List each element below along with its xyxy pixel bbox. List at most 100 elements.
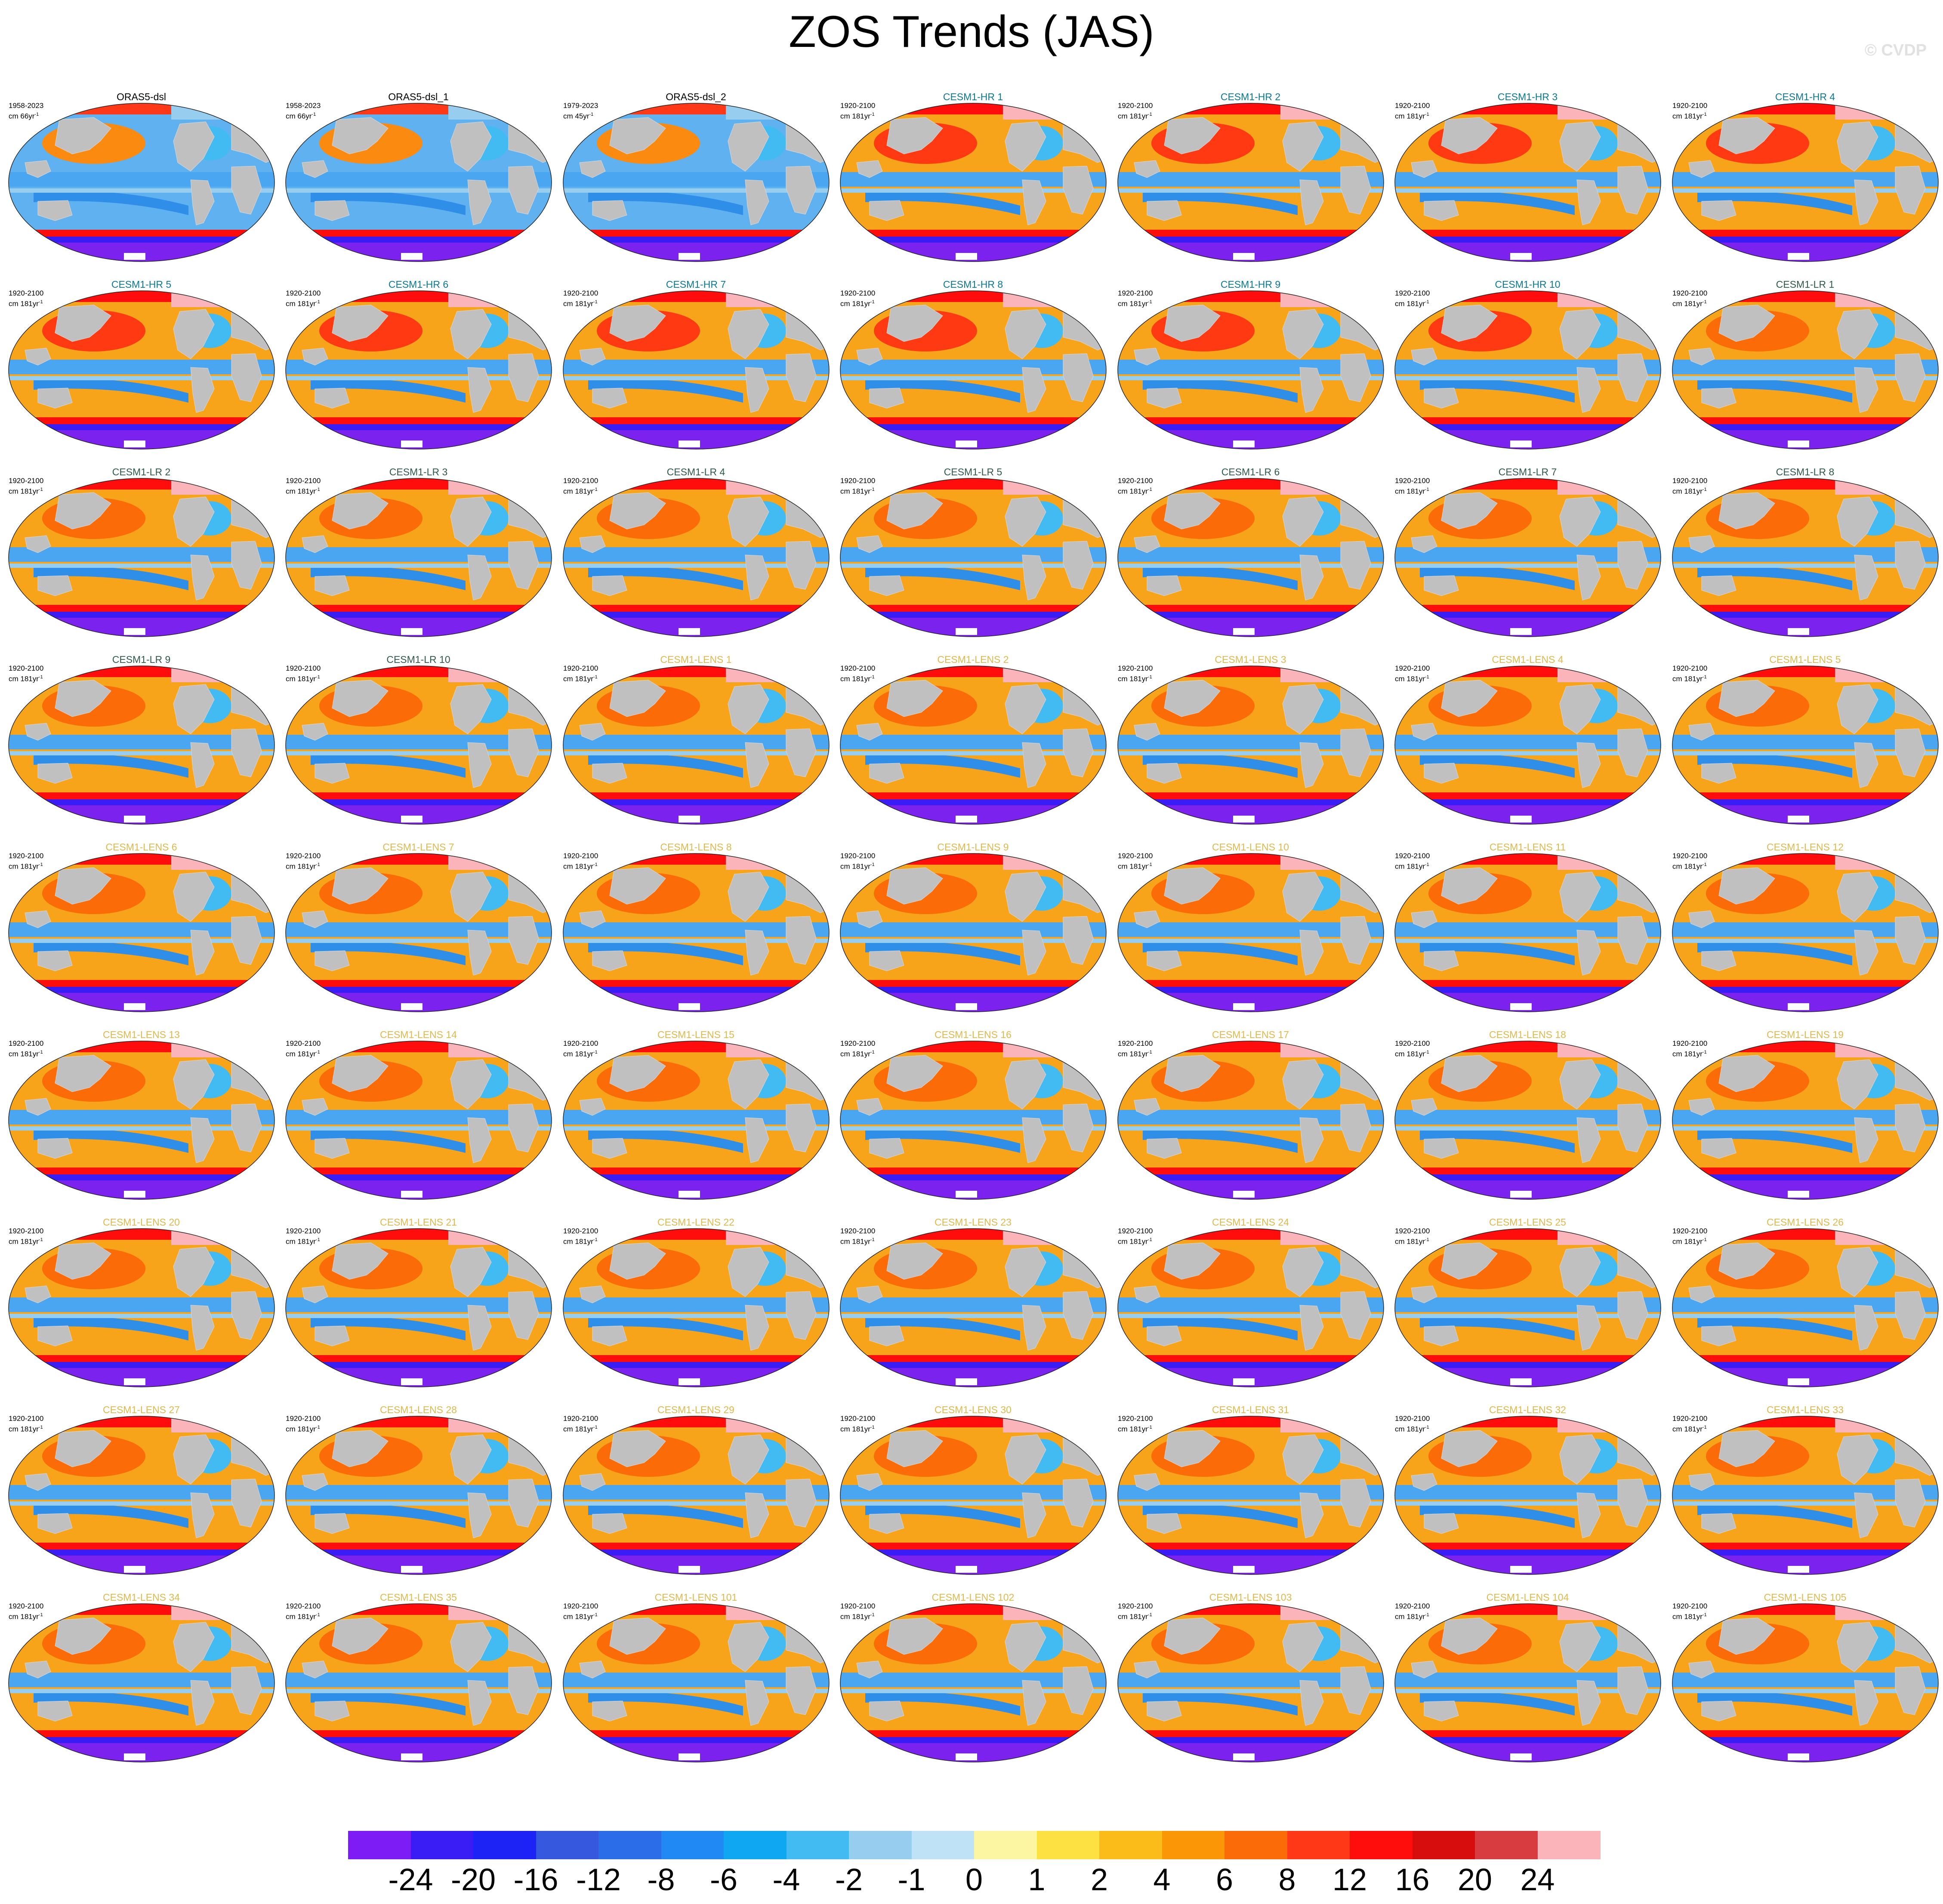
panel-units-base: cm 181yr (9, 1237, 39, 1246)
panel-units-base: cm 181yr (563, 1612, 593, 1621)
colorbar (348, 1831, 1601, 1859)
map-panel: CESM1-LR 2 1920-2100 cm 181yr-1 (3, 466, 280, 652)
colorbar-swatch (348, 1831, 411, 1859)
panel-title: CESM1-LENS 25 (1489, 1217, 1566, 1228)
colorbar-tick-label: 6 (1215, 1863, 1234, 1897)
panel-title: CESM1-LENS 1 (660, 654, 732, 665)
panel-units-base: cm 181yr (1672, 299, 1702, 308)
panel-units-exponent: -1 (870, 675, 875, 680)
trend-map (1672, 1603, 1939, 1762)
panel-period: 1920-2100 (1395, 1039, 1430, 1048)
panel-period: 1920-2100 (286, 477, 321, 485)
watermark: © CVDP (1864, 41, 1927, 59)
trend-map (840, 1416, 1107, 1575)
map-panel: CESM1-LENS 2 1920-2100 cm 181yr-1 (834, 654, 1112, 840)
panel-units-exponent: -1 (593, 1050, 598, 1055)
trend-map (563, 478, 830, 637)
panel-title: CESM1-LENS 11 (1489, 841, 1566, 853)
panel-title: CESM1-LENS 30 (934, 1404, 1012, 1415)
trend-map (1117, 103, 1384, 262)
trend-map (1117, 1416, 1384, 1575)
panel-units: cm 181yr-1 (1395, 1048, 1429, 1059)
colorbar-swatch (661, 1831, 724, 1859)
trend-map (1672, 1041, 1939, 1200)
trend-map (1394, 478, 1661, 637)
panel-units-base: cm 181yr (840, 1425, 870, 1433)
panel-title: CESM1-HR 3 (1497, 91, 1558, 102)
panel-units-exponent: -1 (1702, 112, 1707, 117)
panel-title: CESM1-LENS 32 (1489, 1404, 1566, 1415)
panel-period: 1920-2100 (1672, 1414, 1708, 1423)
panel-units-base: cm 181yr (1672, 1237, 1702, 1246)
panel-units-base: cm 181yr (286, 1425, 316, 1433)
map-panel: CESM1-LENS 11 1920-2100 cm 181yr-1 (1389, 841, 1666, 1027)
panel-period: 1920-2100 (1118, 1414, 1153, 1423)
map-panel: ORAS5-dsl 1958-2023 cm 66yr-1 (3, 91, 280, 277)
panel-period: 1920-2100 (9, 1602, 44, 1610)
panel-units: cm 181yr-1 (563, 1235, 598, 1246)
trend-map (1672, 853, 1939, 1012)
map-panel: CESM1-LENS 101 1920-2100 cm 181yr-1 (557, 1592, 835, 1778)
trend-map (285, 290, 552, 450)
panel-title: CESM1-HR 9 (1220, 279, 1281, 290)
panel-period: 1920-2100 (563, 289, 598, 297)
colorbar-tick-label: -8 (647, 1863, 675, 1897)
panel-units: cm 181yr-1 (840, 110, 875, 121)
colorbar-swatch (786, 1831, 849, 1859)
panel-units: cm 181yr-1 (1118, 485, 1152, 496)
panel-period: 1920-2100 (9, 289, 44, 297)
panel-title: CESM1-LENS 27 (103, 1404, 180, 1415)
panel-units: cm 181yr-1 (1395, 485, 1429, 496)
panel-units-exponent: -1 (1702, 1612, 1707, 1617)
trend-map (840, 1041, 1107, 1200)
panel-units-base: cm 181yr (286, 487, 316, 496)
panel-period: 1920-2100 (563, 1227, 598, 1235)
panel-title: CESM1-LENS 17 (1212, 1029, 1289, 1040)
panel-units-exponent: -1 (1702, 1050, 1707, 1055)
panel-units-base: cm 181yr (9, 862, 39, 871)
panel-units: cm 181yr-1 (9, 298, 43, 308)
panel-units-base: cm 181yr (563, 1050, 593, 1058)
panel-units-exponent: -1 (315, 1050, 320, 1055)
map-panel: CESM1-LENS 9 1920-2100 cm 181yr-1 (834, 841, 1112, 1027)
panel-units-exponent: -1 (1702, 299, 1707, 305)
panel-title: CESM1-LR 2 (112, 466, 171, 478)
panel-period: 1920-2100 (1118, 102, 1153, 110)
panel-title: CESM1-LR 1 (1776, 279, 1835, 290)
panel-title: CESM1-LENS 102 (931, 1592, 1015, 1603)
panel-units: cm 181yr-1 (563, 1048, 598, 1059)
figure-title: ZOS Trends (JAS) (789, 7, 1154, 57)
panel-title: CESM1-LENS 15 (657, 1029, 734, 1040)
panel-units-exponent: -1 (1425, 487, 1429, 492)
trend-map (840, 103, 1107, 262)
trend-map (840, 665, 1107, 825)
panel-period: 1920-2100 (1395, 664, 1430, 672)
panel-units: cm 181yr-1 (840, 1235, 875, 1246)
panel-title: CESM1-LENS 12 (1767, 841, 1844, 853)
panel-period: 1920-2100 (1672, 1039, 1708, 1048)
trend-map (8, 665, 275, 825)
colorbar-tick-label: -6 (709, 1863, 738, 1897)
panel-title: CESM1-LENS 26 (1767, 1217, 1844, 1228)
trend-map (1117, 290, 1384, 450)
panel-units: cm 181yr-1 (1395, 298, 1429, 308)
map-panel: CESM1-HR 4 1920-2100 cm 181yr-1 (1666, 91, 1943, 277)
panel-units-exponent: -1 (1702, 487, 1707, 492)
map-panel: CESM1-LR 10 1920-2100 cm 181yr-1 (280, 654, 557, 840)
colorbar-swatch (1036, 1831, 1100, 1859)
colorbar-swatch (724, 1831, 786, 1859)
map-panel: CESM1-HR 5 1920-2100 cm 181yr-1 (3, 279, 280, 465)
panel-period: 1979-2023 (563, 102, 598, 110)
panel-period: 1920-2100 (840, 852, 876, 860)
map-panel: CESM1-HR 8 1920-2100 cm 181yr-1 (834, 279, 1112, 465)
map-panel: CESM1-LENS 28 1920-2100 cm 181yr-1 (280, 1404, 557, 1590)
panel-units-exponent: -1 (38, 675, 43, 680)
panel-units: cm 181yr-1 (286, 1235, 320, 1246)
trend-map (8, 1416, 275, 1575)
panel-title: CESM1-LENS 7 (382, 841, 454, 853)
panel-period: 1920-2100 (286, 289, 321, 297)
panel-units-exponent: -1 (593, 1237, 598, 1242)
panel-units-exponent: -1 (38, 862, 43, 867)
panel-units: cm 181yr-1 (1118, 1235, 1152, 1246)
trend-map (8, 1041, 275, 1200)
